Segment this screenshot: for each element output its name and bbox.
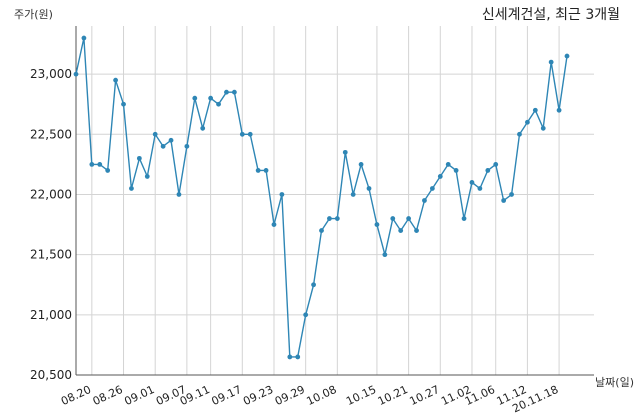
data-point (136, 155, 142, 161)
data-point (255, 168, 261, 173)
data-point (231, 89, 237, 95)
x-tick-label: 10.27 (408, 383, 442, 408)
data-point (556, 107, 562, 113)
data-point (208, 95, 214, 101)
data-point (485, 168, 491, 173)
x-axis-label: 날짜(일) (595, 376, 634, 389)
data-point (216, 101, 221, 107)
data-point (422, 198, 427, 203)
data-point (105, 168, 111, 173)
data-point (129, 186, 134, 191)
axes (75, 26, 594, 376)
data-point (81, 35, 87, 41)
data-point (358, 161, 364, 167)
data-point (113, 77, 118, 83)
data-point (152, 131, 158, 137)
x-tick-label: 09.29 (273, 383, 307, 408)
data-point (461, 216, 467, 221)
data-point (414, 228, 419, 233)
data-point (374, 222, 380, 227)
data-point (168, 137, 174, 143)
data-point (445, 161, 451, 167)
data-point (311, 282, 316, 288)
data-point (540, 125, 546, 131)
data-point (97, 161, 103, 167)
data-point (517, 131, 522, 137)
data-point (390, 216, 396, 221)
data-point (73, 71, 79, 77)
data-point (160, 143, 166, 149)
data-point (247, 131, 253, 137)
data-point (334, 216, 340, 221)
x-tick-label: 10.08 (305, 383, 339, 408)
data-point (366, 186, 372, 191)
data-point (493, 161, 499, 167)
grid-lines (76, 26, 594, 375)
data-point (144, 174, 150, 179)
price-series (73, 35, 570, 360)
data-point (89, 161, 95, 167)
data-point (453, 168, 459, 173)
data-point (184, 143, 190, 149)
y-tick-label: 20,500 (30, 368, 72, 382)
data-point (437, 174, 443, 179)
data-point (469, 180, 475, 185)
x-tick-labels: 08.2008.2609.0109.0709.1109.1709.2309.29… (59, 383, 560, 414)
x-tick-label: 08.20 (59, 383, 93, 408)
data-point (224, 89, 229, 95)
data-point (200, 125, 206, 131)
data-point (263, 168, 269, 173)
x-tick-label: 09.01 (122, 383, 156, 408)
chart-title: 신세계건설, 최근 3개월 (481, 7, 620, 23)
data-point (176, 192, 182, 197)
data-point (295, 354, 301, 360)
data-point (271, 222, 277, 227)
data-point (303, 312, 309, 318)
data-point (406, 216, 412, 221)
y-tick-label: 22,000 (30, 187, 72, 201)
data-point (532, 107, 538, 113)
x-tick-label: 08.26 (91, 383, 125, 408)
data-point (564, 53, 570, 59)
data-point (350, 192, 356, 197)
x-tick-label: 10.15 (344, 383, 378, 408)
y-tick-label: 21,000 (30, 308, 72, 322)
series-line (75, 37, 568, 358)
data-point (239, 131, 245, 137)
x-tick-label: 09.17 (210, 383, 244, 408)
data-point (509, 192, 514, 197)
data-point (382, 252, 388, 258)
data-point (327, 216, 332, 221)
data-point (342, 149, 348, 155)
data-point (287, 354, 293, 360)
y-tick-labels: 20,500 21,000 21,500 22,000 22,500 23,000 (30, 67, 72, 382)
data-point (525, 119, 530, 125)
x-tick-label: 10.21 (376, 383, 410, 408)
data-point (279, 192, 285, 197)
data-point (429, 186, 435, 191)
data-point (477, 186, 483, 191)
data-point (319, 228, 324, 233)
x-tick-label: 09.23 (241, 383, 275, 408)
data-point (501, 198, 507, 203)
data-point (548, 59, 554, 65)
y-tick-label: 23,000 (30, 67, 72, 81)
data-point (398, 228, 404, 233)
data-point (192, 95, 198, 101)
y-axis-label: 주가(원) (14, 8, 53, 21)
y-tick-label: 22,500 (30, 127, 72, 141)
y-tick-label: 21,500 (30, 248, 72, 262)
data-point (121, 101, 126, 107)
